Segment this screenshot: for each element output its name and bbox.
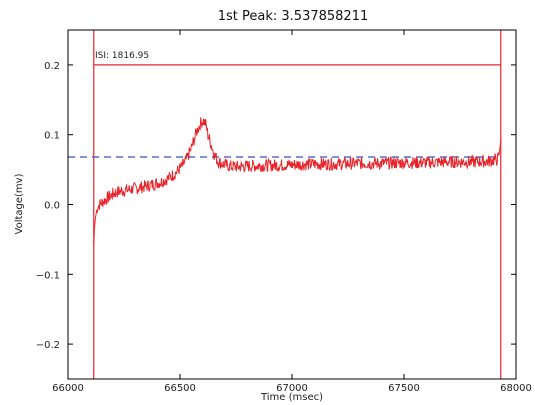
- x-axis-label: Time (msec): [260, 392, 323, 403]
- chart-title: 1st Peak: 3.537858211: [218, 9, 369, 24]
- y-tick-label: −0.1: [36, 270, 60, 281]
- x-tick-label: 66000: [52, 383, 84, 394]
- x-tick-label: 67500: [388, 383, 420, 394]
- y-tick-label: 0.2: [44, 61, 60, 72]
- plot-area: [68, 30, 502, 379]
- y-tick-label: 0.0: [44, 201, 60, 212]
- x-tick-label: 66500: [164, 383, 196, 394]
- y-axis-label: Voltage(mv): [14, 173, 25, 234]
- plot-frame: [67, 29, 517, 380]
- x-tick-label: 68000: [500, 383, 532, 394]
- isi-annotation: ISI: 1816.95: [95, 51, 149, 61]
- x-tick-label: 67000: [276, 383, 308, 394]
- y-tick-label: 0.1: [44, 131, 60, 142]
- y-tick-label: −0.2: [36, 340, 60, 351]
- voltage-trace-0: [93, 117, 502, 247]
